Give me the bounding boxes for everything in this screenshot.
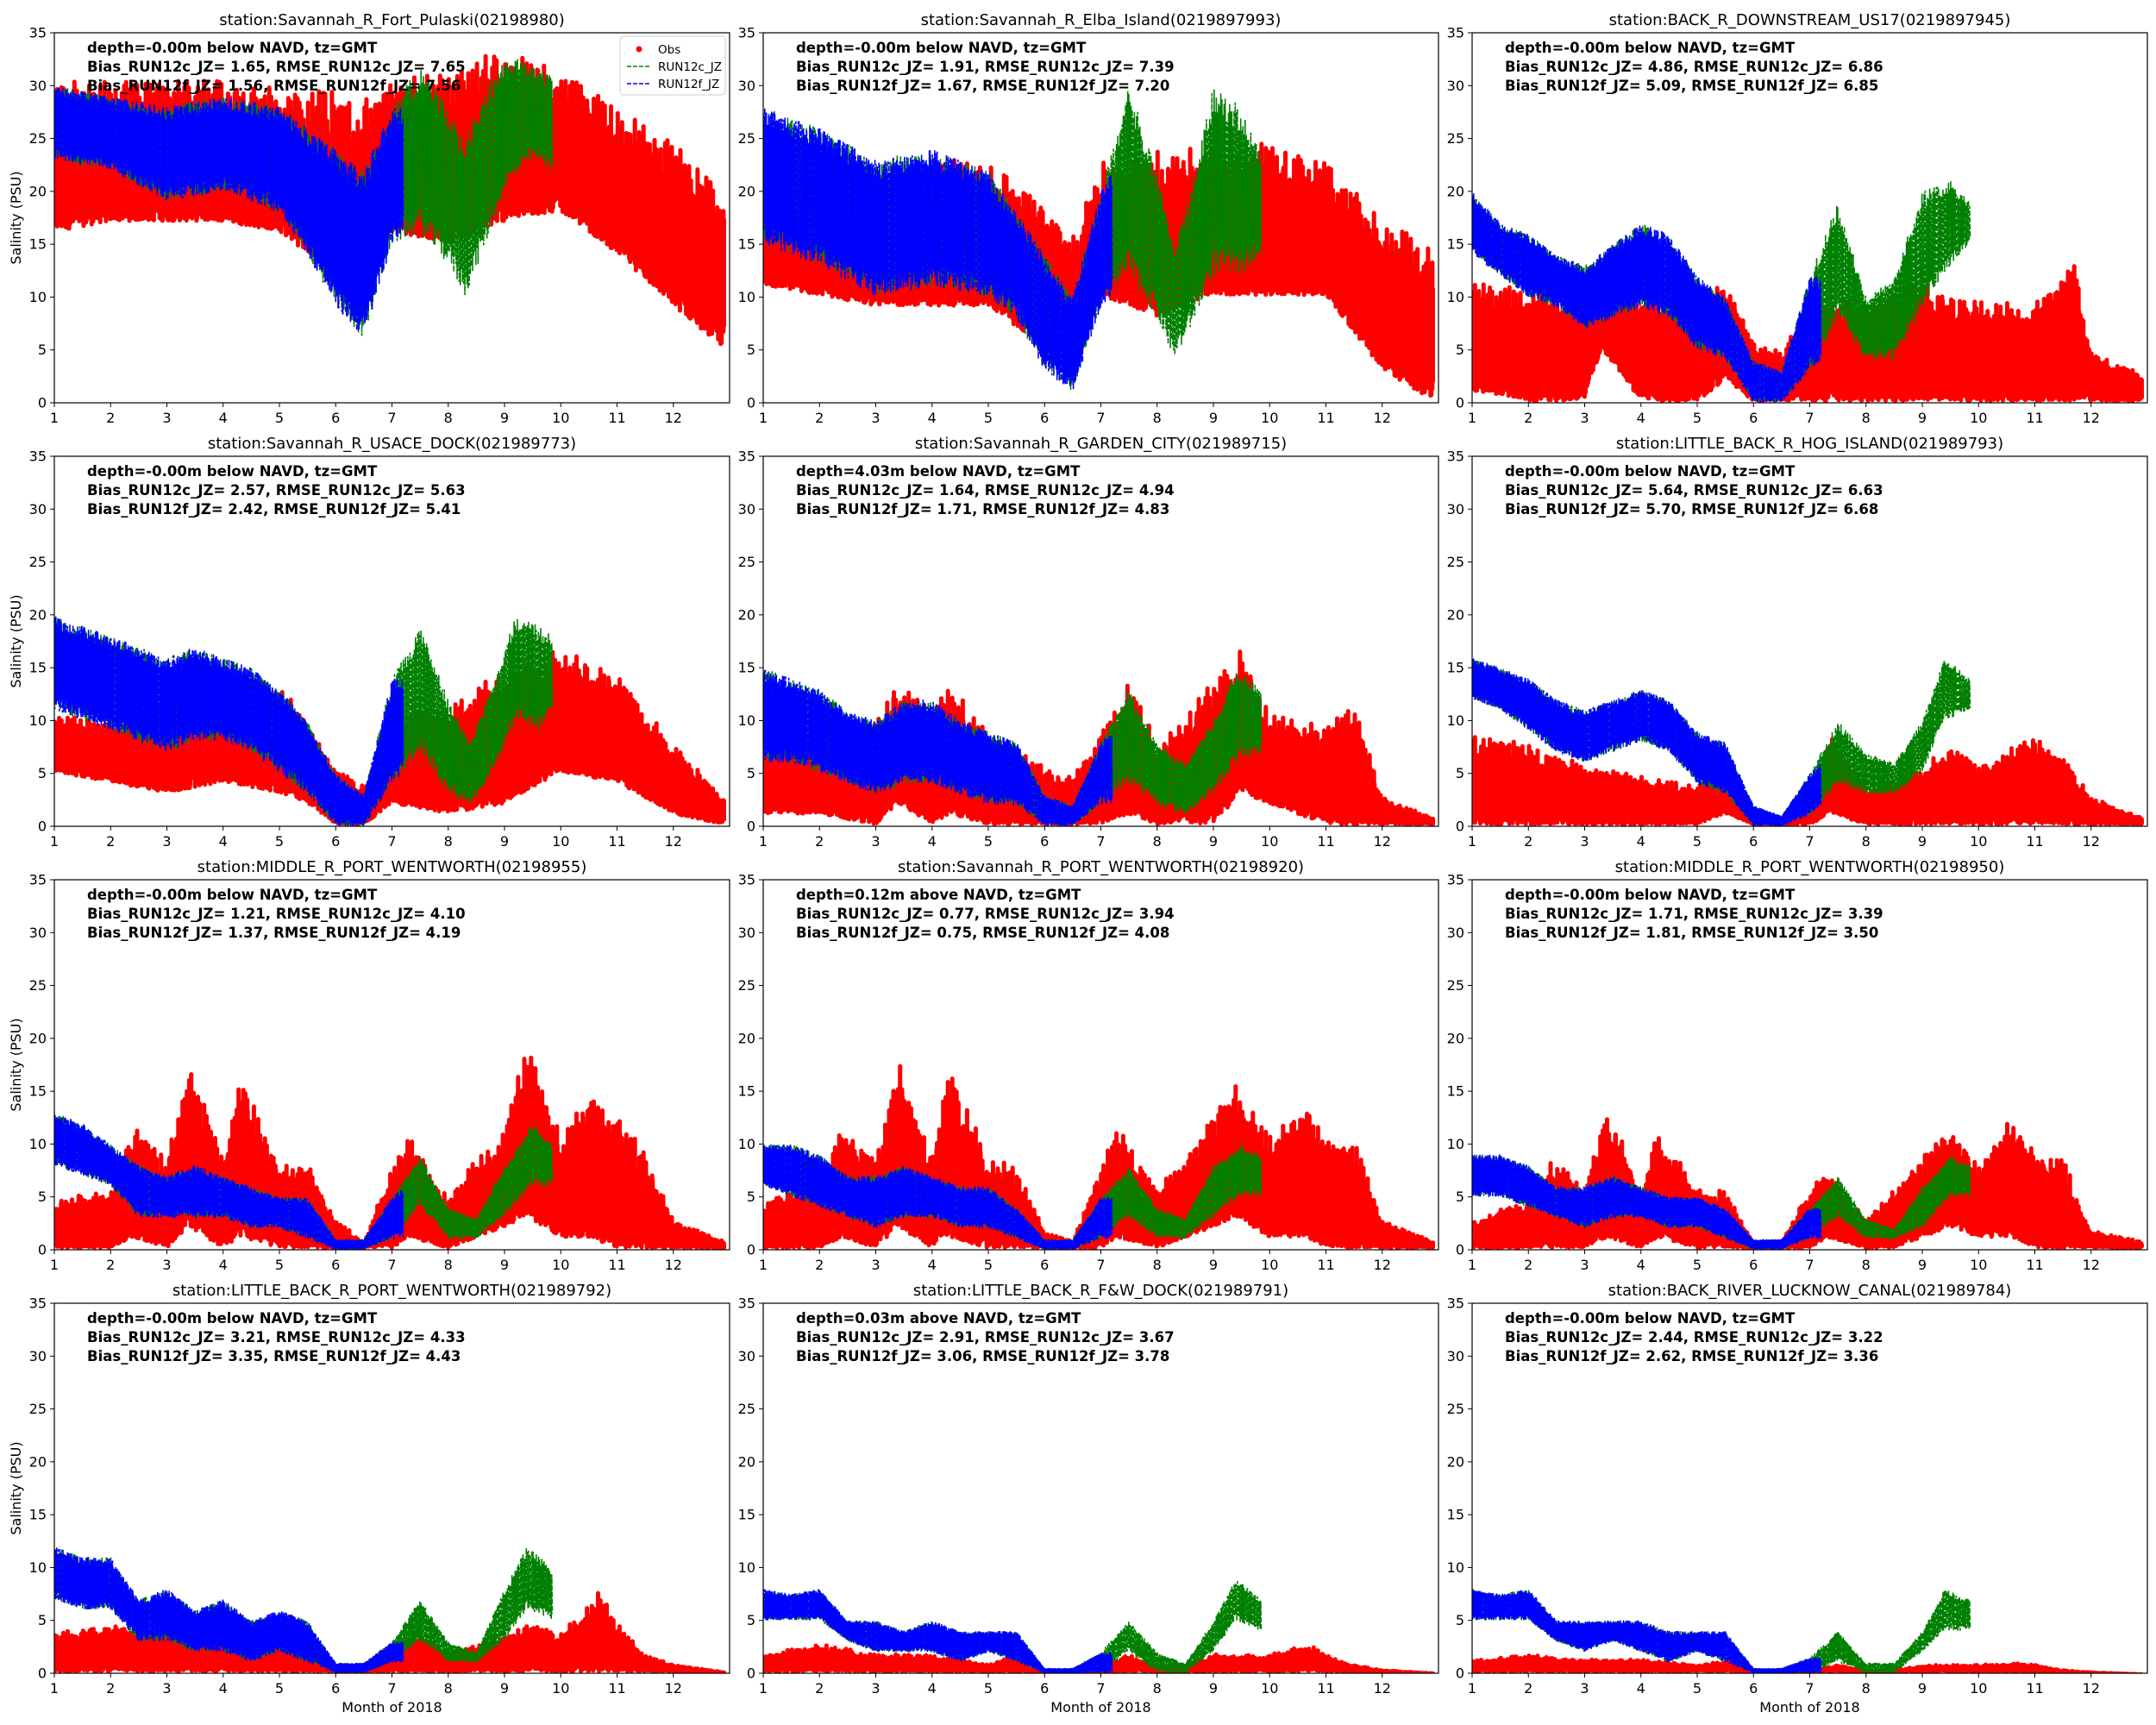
- y-tick-label: 5: [1456, 342, 1464, 358]
- x-tick-label: 8: [444, 410, 453, 426]
- y-tick-label: 35: [1447, 25, 1464, 41]
- y-tick-label: 20: [1447, 183, 1464, 199]
- obs-point: [1431, 286, 1435, 384]
- x-tick-label: 6: [1040, 410, 1049, 426]
- x-tick-label: 4: [219, 410, 228, 426]
- x-tick-label: 5: [1693, 410, 1702, 426]
- x-tick-label: 1: [1468, 410, 1476, 426]
- stats-annotation: depth=-0.00m below NAVD, tz=GMT: [87, 40, 378, 56]
- y-tick-label: 30: [29, 78, 47, 94]
- x-tick-label: 2: [815, 410, 824, 426]
- y-tick-label: 0: [1456, 395, 1464, 411]
- stats-annotation: Bias_RUN12c_JZ= 1.65, RMSE_RUN12c_JZ= 7.…: [87, 59, 466, 75]
- x-tick-label: 7: [1096, 410, 1105, 426]
- y-tick-label: 25: [1447, 130, 1464, 147]
- y-tick-label: 15: [1447, 236, 1464, 253]
- stats-annotation: depth=-0.00m below NAVD, tz=GMT: [1505, 40, 1796, 56]
- x-tick-label: 9: [500, 410, 509, 426]
- y-tick-label: 20: [738, 183, 755, 199]
- stats-annotation: Bias_RUN12c_JZ= 1.91, RMSE_RUN12c_JZ= 7.…: [796, 59, 1175, 75]
- legend: Obs RUN12c_JZ RUN12f_JZ: [619, 35, 726, 96]
- x-tick-label: 11: [2026, 410, 2043, 426]
- plot-content: [54, 53, 726, 347]
- x-tick-label: 2: [1524, 410, 1532, 426]
- y-tick-label: 30: [738, 78, 755, 94]
- x-tick-label: 10: [552, 410, 569, 426]
- obs-point: [2140, 378, 2144, 400]
- x-tick-label: 3: [1580, 410, 1589, 426]
- y-tick-label: 15: [738, 236, 755, 253]
- x-tick-label: 3: [871, 410, 880, 426]
- stats-annotation: Bias_RUN12f_JZ= 5.09, RMSE_RUN12f_JZ= 6.…: [1505, 78, 1878, 94]
- y-tick-label: 30: [1447, 78, 1464, 94]
- legend-label: Obs: [658, 43, 680, 57]
- y-tick-label: 5: [38, 342, 47, 358]
- y-tick-label: 0: [747, 395, 755, 411]
- x-tick-label: 5: [275, 410, 284, 426]
- y-axis-label: Salinity (PSU): [8, 171, 24, 264]
- x-tick-label: 11: [1317, 410, 1334, 426]
- x-tick-label: 9: [1918, 410, 1927, 426]
- x-tick-label: 8: [1862, 410, 1871, 426]
- x-tick-label: 5: [984, 410, 993, 426]
- x-tick-label: 7: [1805, 410, 1814, 426]
- y-tick-label: 0: [38, 395, 47, 411]
- x-tick-label: 7: [387, 410, 396, 426]
- x-tick-label: 4: [928, 410, 937, 426]
- x-tick-label: 9: [1209, 410, 1218, 426]
- x-tick-label: 12: [2083, 410, 2100, 426]
- x-tick-label: 1: [759, 410, 768, 426]
- chart-title: station:BACK_R_DOWNSTREAM_US17(021989794…: [1609, 11, 2011, 29]
- x-tick-label: 10: [1261, 410, 1278, 426]
- chart-title: station:Savannah_R_Fort_Pulaski(02198980…: [219, 11, 565, 29]
- y-tick-label: 5: [747, 342, 755, 358]
- x-tick-label: 6: [1749, 410, 1758, 426]
- x-tick-label: 11: [608, 410, 625, 426]
- x-tick-label: 1: [50, 410, 59, 426]
- x-tick-label: 3: [162, 410, 171, 426]
- stats-annotation: Bias_RUN12f_JZ= 1.67, RMSE_RUN12f_JZ= 7.…: [796, 78, 1169, 94]
- y-tick-label: 10: [29, 289, 47, 305]
- x-tick-label: 10: [1970, 410, 1987, 426]
- y-tick-label: 25: [738, 130, 755, 147]
- stats-annotation: depth=-0.00m below NAVD, tz=GMT: [796, 40, 1087, 56]
- y-tick-label: 15: [29, 236, 47, 253]
- y-tick-label: 10: [738, 289, 755, 305]
- legend-label: RUN12c_JZ: [658, 60, 722, 74]
- stats-annotation: Bias_RUN12f_JZ= 1.56, RMSE_RUN12f_JZ= 7.…: [87, 78, 461, 94]
- y-tick-label: 10: [1447, 289, 1464, 305]
- x-tick-label: 12: [1374, 410, 1391, 426]
- chart-title: station:Savannah_R_Elba_Island(021989799…: [921, 11, 1282, 29]
- y-tick-label: 20: [29, 183, 47, 199]
- x-tick-label: 8: [1153, 410, 1162, 426]
- x-tick-label: 4: [1637, 410, 1645, 426]
- x-tick-label: 12: [665, 410, 682, 426]
- y-tick-label: 35: [738, 25, 755, 41]
- x-tick-label: 6: [331, 410, 340, 426]
- obs-point: [722, 217, 726, 328]
- stats-annotation: Bias_RUN12c_JZ= 4.86, RMSE_RUN12c_JZ= 6.…: [1505, 59, 1883, 75]
- y-tick-label: 25: [29, 130, 47, 147]
- x-tick-label: 2: [106, 410, 115, 426]
- y-tick-label: 35: [29, 25, 47, 41]
- legend-marker-obs: [636, 46, 642, 53]
- legend-label: RUN12f_JZ: [658, 78, 719, 91]
